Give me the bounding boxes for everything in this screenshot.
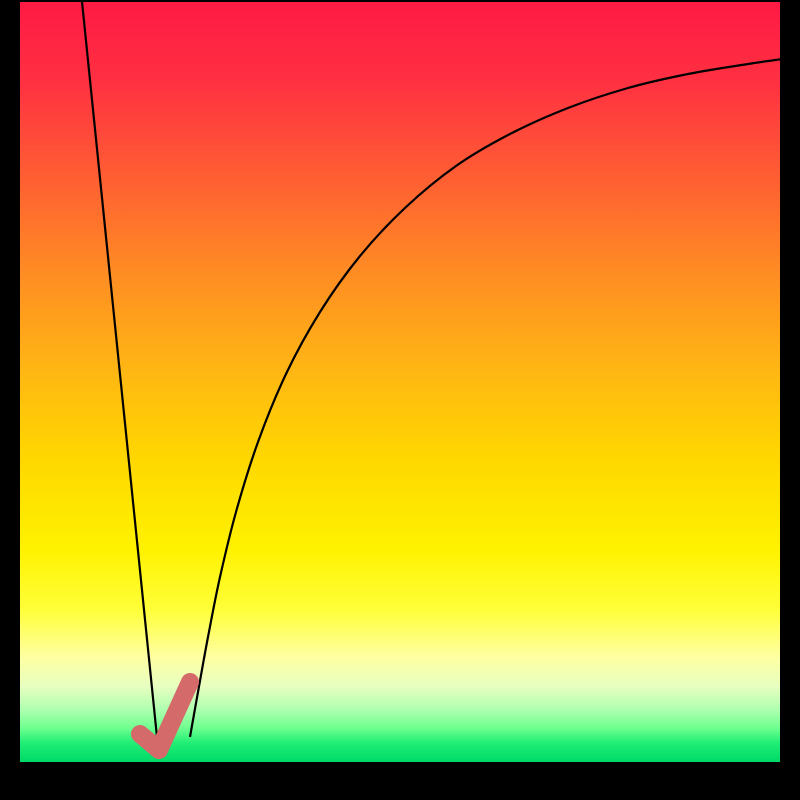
bottleneck-chart [20, 2, 780, 762]
frame-left [0, 0, 20, 800]
frame-bottom [0, 762, 800, 800]
chart-background [20, 2, 780, 762]
frame-right [780, 0, 800, 800]
chart-canvas [20, 2, 780, 762]
